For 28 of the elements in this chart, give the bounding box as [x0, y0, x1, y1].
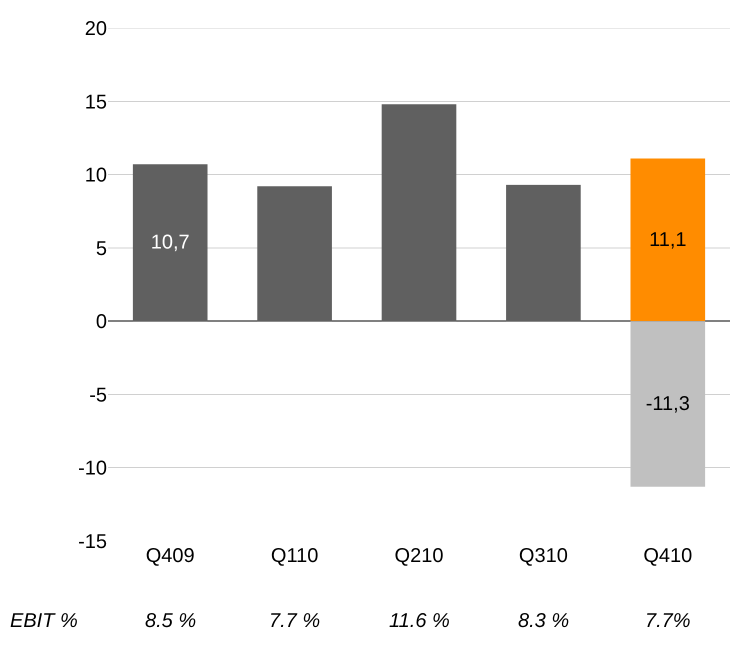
x-tick-label: Q410 — [643, 545, 692, 567]
bar — [132, 164, 208, 322]
bar — [257, 186, 332, 322]
text: 7.7% — [645, 610, 691, 632]
y-tick-label: 20 — [84, 18, 107, 40]
data-label: 11,1 — [649, 228, 687, 251]
data-label: 10,7 — [150, 232, 190, 254]
bar — [630, 321, 706, 487]
text: 7.7 % — [269, 610, 320, 632]
text: 8.3 % — [518, 610, 570, 632]
y-tick-label: 10 — [84, 164, 107, 187]
y-tick-label: -5 — [89, 384, 107, 406]
bar — [382, 104, 456, 322]
y-tick-label: 5 — [96, 238, 107, 260]
bar — [630, 158, 706, 322]
x-tick-label: Q310 — [518, 545, 568, 567]
x-tick-label: Q110 — [270, 545, 318, 567]
x-tick-label: Q409 — [146, 545, 195, 567]
text: 11.6 % — [389, 610, 450, 632]
y-tick-label: -15 — [78, 531, 107, 553]
data-label: -11,3 — [646, 392, 690, 415]
x-tick-label: Q210 — [394, 545, 444, 567]
text: EBIT % — [10, 610, 78, 632]
y-tick-label: 0 — [96, 311, 107, 334]
y-tick-label: -10 — [78, 458, 107, 480]
bar — [506, 184, 581, 322]
text: 8.5 % — [145, 610, 196, 632]
y-tick-label: 15 — [84, 91, 107, 114]
